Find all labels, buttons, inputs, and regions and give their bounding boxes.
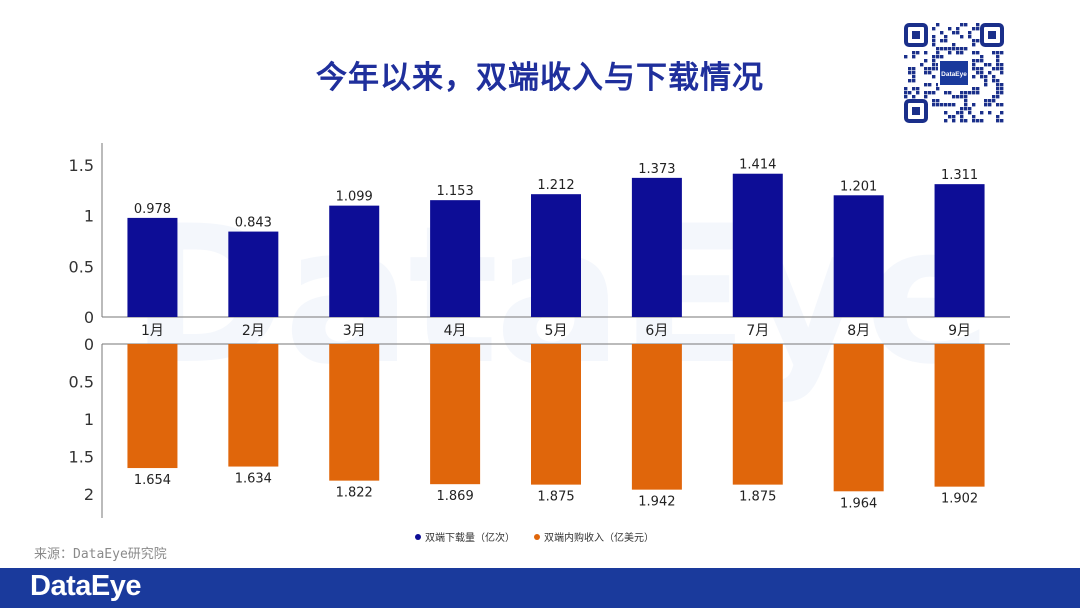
revenue-bar xyxy=(127,344,177,468)
downloads-data-label: 1.414 xyxy=(739,158,776,173)
revenue-bar xyxy=(329,344,379,481)
x-category-label: 8月 xyxy=(847,323,870,339)
downloads-data-label: 1.373 xyxy=(638,162,675,177)
revenue-data-label: 1.942 xyxy=(638,495,675,510)
bottom-y-tick-label: 1.5 xyxy=(69,448,94,467)
x-category-label: 7月 xyxy=(746,323,769,339)
downloads-bar xyxy=(531,194,581,317)
revenue-bar xyxy=(228,344,278,467)
revenue-data-label: 1.869 xyxy=(437,489,474,504)
footer-brand-logo: DataEye xyxy=(30,570,141,603)
downloads-data-label: 1.311 xyxy=(941,168,978,183)
downloads-bar xyxy=(733,174,783,317)
revenue-data-label: 1.822 xyxy=(336,486,373,501)
bottom-y-tick-label: 0.5 xyxy=(69,373,94,392)
x-category-label: 9月 xyxy=(948,323,971,339)
downloads-bar xyxy=(834,195,884,317)
x-category-label: 4月 xyxy=(444,323,467,339)
revenue-data-label: 1.875 xyxy=(739,490,776,505)
downloads-data-label: 0.843 xyxy=(235,216,272,231)
downloads-data-label: 1.201 xyxy=(840,179,877,194)
revenue-bars: 1.654 1.634 1.822 1.869 1.875 1.942 1.875 1.964… xyxy=(127,344,984,511)
downloads-bar xyxy=(228,232,278,317)
top-y-tick-label: 0.5 xyxy=(69,257,94,276)
top-y-tick-label: 0 xyxy=(84,308,94,327)
x-category-label: 2月 xyxy=(242,323,265,339)
x-category-label: 6月 xyxy=(645,323,668,339)
legend-marker-revenue xyxy=(534,534,540,540)
revenue-data-label: 1.964 xyxy=(840,496,877,511)
downloads-data-label: 0.978 xyxy=(134,202,171,217)
downloads-bar xyxy=(329,206,379,317)
x-category-label: 1月 xyxy=(141,323,164,339)
downloads-bar xyxy=(632,178,682,317)
revenue-bar xyxy=(733,344,783,485)
bottom-y-tick-label: 0 xyxy=(84,335,94,354)
bottom-y-tick-label: 2 xyxy=(84,485,94,504)
legend-label-downloads: 双端下载量（亿次） xyxy=(425,531,515,544)
revenue-data-label: 1.654 xyxy=(134,473,171,488)
downloads-bar xyxy=(935,184,985,317)
revenue-bar xyxy=(935,344,985,487)
downloads-data-label: 1.153 xyxy=(437,184,474,199)
downloads-bar xyxy=(127,218,177,317)
downloads-bar xyxy=(430,200,480,317)
legend-marker-downloads xyxy=(415,534,421,540)
downloads-bars: 0.978 1月 0.843 2月 1.099 3月 1.153 4月 1.212 5月 1.373… xyxy=(127,158,984,339)
footer-bar: DataEye xyxy=(0,568,1080,608)
revenue-bar xyxy=(632,344,682,490)
chart-legend: 双端下载量（亿次） 双端内购收入（亿美元） xyxy=(415,531,654,544)
x-category-label: 3月 xyxy=(343,323,366,339)
revenue-bar xyxy=(430,344,480,484)
revenue-data-label: 1.634 xyxy=(235,472,272,487)
revenue-data-label: 1.902 xyxy=(941,492,978,507)
revenue-data-label: 1.875 xyxy=(537,490,574,505)
source-note: 来源：DataEye研究院 xyxy=(34,543,167,562)
revenue-bar xyxy=(834,344,884,491)
top-y-tick-label: 1.5 xyxy=(69,156,94,175)
x-category-label: 5月 xyxy=(545,323,568,339)
bottom-y-tick-label: 1 xyxy=(84,410,94,429)
downloads-data-label: 1.099 xyxy=(336,190,373,205)
downloads-data-label: 1.212 xyxy=(537,178,574,193)
revenue-bar xyxy=(531,344,581,485)
legend-label-revenue: 双端内购收入（亿美元） xyxy=(544,531,654,544)
top-y-tick-label: 1 xyxy=(84,207,94,226)
